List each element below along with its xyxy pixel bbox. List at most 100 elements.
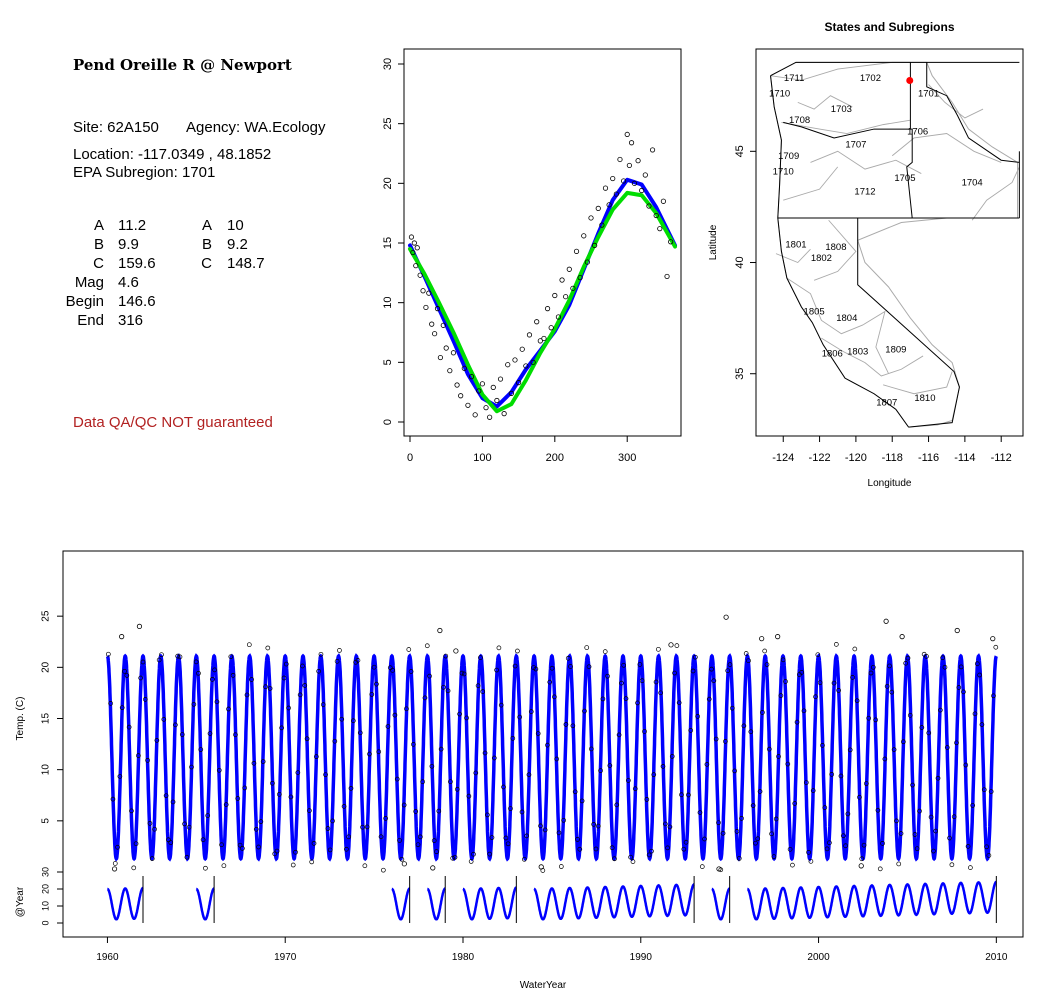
observation-point <box>170 799 176 805</box>
data-point <box>426 290 432 296</box>
observation-point <box>753 840 758 846</box>
y-axis-label: Temp. (C) <box>15 697 26 741</box>
observation-point <box>827 840 832 846</box>
data-point <box>458 393 464 399</box>
x-tick-label: -120 <box>845 452 867 464</box>
observation-point <box>630 859 636 864</box>
observation-point <box>843 843 848 849</box>
observation-point <box>764 662 770 667</box>
observation-point <box>702 836 707 842</box>
observation-point <box>769 831 774 837</box>
observation-point <box>242 785 248 791</box>
observation-point <box>482 750 488 756</box>
observation-point <box>473 770 479 776</box>
observation-point <box>681 846 687 852</box>
observation-point <box>138 675 144 681</box>
observation-point <box>517 714 523 720</box>
observation-point <box>850 675 855 680</box>
observation-point <box>246 642 252 648</box>
observation-point <box>219 842 224 848</box>
data-point <box>610 175 616 182</box>
data-point <box>501 411 507 417</box>
data-point <box>450 350 457 356</box>
subregion-label: 1804 <box>836 313 857 324</box>
observation-point <box>688 728 694 733</box>
subregion-boundary <box>786 277 864 335</box>
x-axis-label: WaterYear <box>520 980 567 991</box>
observation-point <box>729 705 735 711</box>
data-point <box>653 212 659 219</box>
observation-point <box>325 826 331 831</box>
y-tick-label: 25 <box>382 118 394 130</box>
observation-point <box>177 654 183 660</box>
observation-point <box>350 718 356 724</box>
observation-point <box>912 832 918 837</box>
observation-point <box>963 762 969 768</box>
y-tick-label: 5 <box>382 359 394 365</box>
observation-point <box>589 746 594 752</box>
param-right-value: 148.7 <box>227 255 265 272</box>
observation-point <box>133 841 139 847</box>
y-tick-label: 20 <box>41 661 52 673</box>
x-tick-label: 100 <box>473 452 491 464</box>
param-left-value: 11.2 <box>118 217 147 234</box>
subregion-label: 1711 <box>784 73 804 84</box>
observation-point <box>693 654 698 660</box>
observation-point <box>332 738 338 744</box>
observation-point <box>595 823 601 829</box>
observation-point <box>272 851 278 857</box>
observation-point <box>295 770 301 775</box>
observation-point <box>399 856 405 862</box>
data-point <box>429 321 435 327</box>
observation-point <box>931 848 936 854</box>
observation-point <box>956 685 962 690</box>
observation-point <box>115 844 120 850</box>
data-point <box>534 319 540 325</box>
subregion-label: 1802 <box>811 253 832 264</box>
observation-point <box>961 689 966 695</box>
observation-point <box>420 779 425 785</box>
observation-point <box>214 699 220 705</box>
observation-point <box>942 664 948 670</box>
observation-point <box>360 824 365 830</box>
outlier-point <box>723 614 729 620</box>
observation-point <box>105 651 111 657</box>
observation-point <box>346 834 352 840</box>
observation-point <box>344 846 349 852</box>
param-left-label: End <box>77 312 104 329</box>
observation-point <box>762 648 768 654</box>
data-point <box>646 203 652 209</box>
x-axis-label: Longitude <box>868 478 912 489</box>
observation-point <box>166 837 171 843</box>
subregion-label: 1807 <box>876 398 897 409</box>
observation-point <box>785 761 791 767</box>
observation-point <box>270 780 275 786</box>
location: Location: -117.0349 , 48.1852 <box>73 146 272 163</box>
data-point <box>628 140 635 146</box>
observation-point <box>436 808 442 814</box>
observation-point <box>928 814 934 820</box>
observation-point <box>556 830 562 836</box>
observation-point <box>739 816 744 821</box>
observation-point <box>563 722 569 727</box>
observation-point <box>443 653 449 659</box>
observation-point <box>422 695 428 701</box>
year-segment-line <box>106 886 144 921</box>
map-title: States and Subregions <box>824 20 954 34</box>
observation-point <box>792 801 798 806</box>
data-point <box>487 414 493 420</box>
observation-point <box>665 845 670 851</box>
site-marker <box>906 76 914 84</box>
observation-point <box>290 862 296 868</box>
outlier-point <box>111 866 118 872</box>
observation-point <box>316 668 321 674</box>
observation-point <box>503 835 509 841</box>
observation-point <box>371 664 377 670</box>
observation-point <box>866 715 872 721</box>
subregion-label: 1703 <box>831 104 852 115</box>
observation-point <box>993 644 999 650</box>
observation-point <box>628 854 633 860</box>
observation-point <box>660 764 666 769</box>
param-right-label: B <box>201 236 212 253</box>
observation-point <box>905 655 911 661</box>
